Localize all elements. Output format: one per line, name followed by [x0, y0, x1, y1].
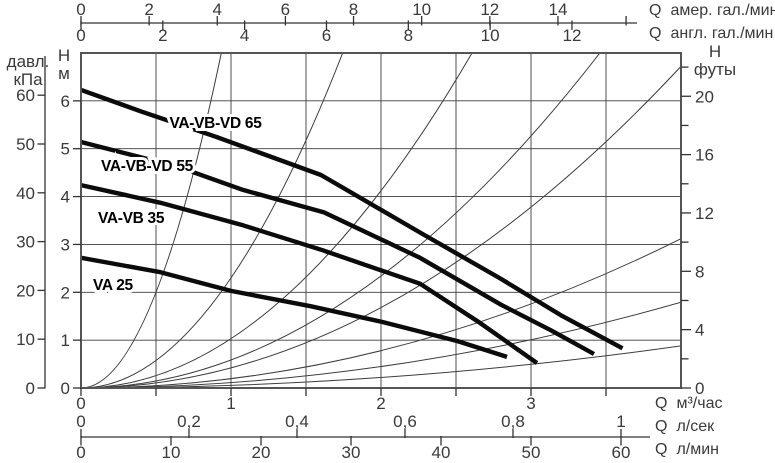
svg-text:0: 0: [76, 0, 85, 19]
svg-text:3: 3: [61, 235, 70, 254]
svg-text:2: 2: [158, 26, 167, 45]
curve-label-va-vb-vd-55: VA-VB-VD 55: [101, 158, 194, 175]
svg-text:50: 50: [16, 135, 35, 154]
svg-text:3: 3: [526, 394, 535, 413]
svg-text:1: 1: [226, 394, 235, 413]
flow-lsec-q: Q: [655, 418, 668, 435]
svg-text:4: 4: [695, 321, 704, 340]
pump-curve-va-vb-35: [81, 182, 539, 365]
svg-text:6: 6: [322, 26, 331, 45]
svg-text:50: 50: [522, 443, 541, 462]
lsec-lmin-axes: 0 0,2 0,4 0,6 0,8 10 10 20 30 40 50 60: [76, 412, 650, 462]
svg-text:8: 8: [404, 26, 413, 45]
flow-us-gpm-unit: амер. гал./мин: [670, 2, 775, 19]
svg-text:4: 4: [213, 0, 222, 19]
head-ft-axis: 0 4 8 12 16 20: [681, 66, 714, 398]
flow-lsec-unit: л/сек: [676, 418, 715, 435]
pump-curve-va-vb-vd-65: [81, 87, 624, 351]
svg-text:0: 0: [695, 379, 704, 398]
curve-label-va-vb-vd-65: VA-VB-VD 65: [170, 115, 263, 132]
svg-text:8: 8: [695, 262, 704, 281]
kpa-axis: 0 10 20 30 40 50 60: [16, 56, 46, 398]
pump-curves: [81, 87, 624, 365]
svg-text:40: 40: [432, 443, 451, 462]
pressure-axis-title: давл. кПа: [4, 53, 52, 89]
svg-text:40: 40: [16, 184, 35, 203]
svg-text:16: 16: [695, 146, 714, 165]
pump-curve-va-vb-vd-55: [81, 139, 596, 356]
head-feet-title-line2: футы: [693, 60, 737, 79]
head-meters-title-line1: H: [57, 46, 71, 65]
top-flow-axes: 0 2 4 6 8 10 12 140 2 4 6 8 10 12: [76, 0, 637, 45]
m3h-axis: 0 1 2 3: [76, 388, 607, 413]
flow-lmin-q: Q: [655, 441, 668, 458]
svg-text:0: 0: [26, 379, 35, 398]
svg-text:30: 30: [16, 233, 35, 252]
svg-text:60: 60: [16, 86, 35, 105]
svg-text:0,6: 0,6: [393, 412, 417, 431]
svg-text:12: 12: [563, 26, 582, 45]
svg-text:8: 8: [349, 0, 358, 19]
svg-text:5: 5: [61, 140, 70, 159]
svg-text:0,4: 0,4: [285, 412, 309, 431]
svg-text:4: 4: [240, 26, 249, 45]
svg-text:0,2: 0,2: [177, 412, 201, 431]
head-meters-title-line2: м: [58, 64, 70, 83]
svg-text:2: 2: [144, 0, 153, 19]
svg-text:20: 20: [16, 281, 35, 300]
svg-text:0: 0: [76, 394, 85, 413]
flow-m3h-q: Q: [655, 395, 668, 412]
head-m-axis: 0 1 2 3 4 5 6: [61, 92, 81, 398]
svg-text:0: 0: [61, 379, 70, 398]
svg-text:4: 4: [61, 188, 70, 207]
curve-label-va-25: VA 25: [93, 277, 134, 294]
svg-text:6: 6: [281, 0, 290, 19]
pressure-axis-title-line2: кПа: [13, 70, 43, 89]
head-feet-title-line1: H: [708, 42, 722, 61]
svg-text:1: 1: [61, 331, 70, 350]
pressure-axis-title-line1: давл.: [6, 52, 50, 71]
svg-text:0,8: 0,8: [501, 412, 525, 431]
head-meters-axis-title: H м: [53, 47, 75, 83]
svg-text:14: 14: [548, 0, 567, 19]
svg-text:12: 12: [480, 0, 499, 19]
svg-text:6: 6: [61, 92, 70, 111]
svg-text:2: 2: [376, 394, 385, 413]
flow-imp-gpm-q: Q: [649, 25, 662, 42]
pump-curve-va-25: [81, 255, 508, 359]
svg-text:0: 0: [76, 26, 85, 45]
grid-lines: [81, 53, 681, 388]
svg-text:20: 20: [252, 443, 271, 462]
svg-text:10: 10: [481, 26, 500, 45]
flow-lmin-unit: л/мин: [676, 441, 720, 458]
curve-label-va-vb-35: VA-VB 35: [98, 210, 165, 227]
pump-curve-labels: VA-VB-VD 65 VA-VB-VD 55 VA-VB 35 VA 25: [90, 112, 265, 297]
svg-text:2: 2: [61, 283, 70, 302]
svg-text:10: 10: [162, 443, 181, 462]
svg-text:20: 20: [695, 87, 714, 106]
svg-text:10: 10: [412, 0, 431, 19]
svg-text:60: 60: [612, 443, 631, 462]
flow-us-gpm-q: Q: [649, 2, 662, 19]
flow-m3h-unit: м³/час: [676, 395, 723, 412]
svg-text:12: 12: [695, 204, 714, 223]
head-feet-axis-title: H футы: [690, 43, 740, 79]
svg-text:30: 30: [342, 443, 361, 462]
svg-text:0: 0: [76, 443, 85, 462]
flow-imp-gpm-unit: англ. гал./мин: [670, 25, 774, 42]
svg-text:1: 1: [616, 412, 625, 431]
svg-text:10: 10: [16, 330, 35, 349]
svg-text:0: 0: [76, 412, 85, 431]
